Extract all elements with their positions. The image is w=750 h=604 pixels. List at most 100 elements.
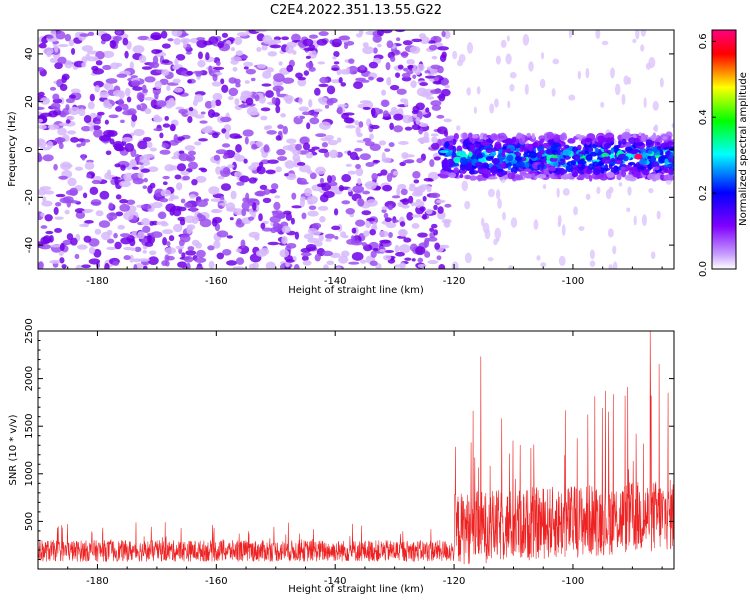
heatmap-cell	[398, 141, 409, 145]
heatmap-cell	[260, 115, 268, 121]
heatmap-cell	[134, 246, 142, 253]
heatmap-cell	[452, 162, 460, 167]
heatmap-cell	[656, 145, 662, 150]
heatmap-cell	[326, 98, 334, 106]
heatmap-cell	[489, 103, 495, 114]
heatmap-cell	[585, 193, 591, 200]
heatmap-cell	[276, 87, 281, 96]
heatmap-cell	[346, 239, 355, 245]
heatmap-cell	[462, 139, 469, 148]
heatmap-cell	[583, 167, 588, 174]
heatmap-cell	[114, 241, 122, 250]
heatmap-cell	[269, 44, 282, 49]
heatmap-cell	[162, 237, 168, 246]
heatmap-cell	[340, 231, 347, 238]
heatmap-cell	[176, 136, 186, 141]
heatmap-cell	[647, 173, 655, 180]
heatmap-cell	[516, 132, 523, 139]
heatmap-cell	[64, 33, 72, 42]
heatmap-cell	[286, 138, 297, 144]
colorbar-ticks: 0.0 0.2 0.4 0.6	[698, 33, 716, 277]
heatmap-cell	[208, 260, 215, 269]
heatmap-cell	[318, 83, 329, 88]
heatmap-cell	[53, 206, 59, 215]
heatmap-cell	[313, 108, 323, 113]
heatmap-cell	[250, 77, 256, 82]
heatmap-cell	[278, 61, 283, 66]
heatmap-cell	[365, 162, 375, 167]
heatmap-cell	[69, 187, 79, 197]
heatmap-cell	[625, 153, 633, 158]
heatmap-cell	[644, 134, 649, 139]
heatmap-cell	[654, 166, 660, 171]
heatmap-cell	[505, 53, 512, 65]
heatmap-cell	[50, 30, 57, 37]
heatmap-cell	[361, 210, 372, 216]
heatmap-cell	[214, 99, 222, 107]
heatmap-cell	[412, 170, 421, 179]
heatmap-cell	[573, 154, 581, 162]
heatmap-cell	[233, 78, 241, 85]
heatmap-cell	[333, 50, 340, 58]
heatmap-cell	[349, 151, 358, 161]
heatmap-cell	[295, 143, 302, 151]
heatmap-cell	[511, 136, 517, 142]
heatmap-cell	[94, 85, 100, 93]
colorbar-tick-label: 0.6	[698, 33, 709, 49]
heatmap-cell	[539, 149, 545, 155]
heatmap-cell	[396, 88, 407, 95]
heatmap-cell	[50, 244, 61, 248]
heatmap-cell	[221, 84, 229, 93]
heatmap-cell	[357, 103, 366, 109]
heatmap-cell	[243, 66, 249, 70]
heatmap-cell	[146, 141, 153, 148]
heatmap-cell	[119, 203, 131, 212]
heatmap-cell	[635, 30, 640, 40]
heatmap-cell	[372, 221, 377, 230]
y-tick-label: 0	[24, 146, 35, 152]
heatmap-cell	[106, 229, 113, 236]
heatmap-cell	[276, 81, 284, 86]
heatmap-cell	[499, 162, 506, 168]
heatmap-cell	[205, 52, 210, 61]
heatmap-cell	[393, 125, 404, 133]
snr-panel: -180 -160 -140 -120 -1005001000150020002500 …	[8, 318, 675, 595]
heatmap-cell	[491, 158, 501, 165]
heatmap-cell	[422, 195, 427, 202]
heatmap-cell	[266, 130, 277, 135]
heatmap-cell	[262, 70, 272, 79]
heatmap-cell	[632, 134, 637, 138]
heatmap-cell	[627, 76, 632, 85]
heatmap-cell	[411, 109, 419, 115]
heatmap-cell	[255, 249, 268, 257]
heatmap-cell	[459, 156, 468, 165]
heatmap-cell	[83, 138, 91, 143]
heatmap-cell	[120, 237, 132, 245]
heatmap-cell	[496, 168, 504, 173]
heatmap-cell	[585, 154, 593, 161]
heatmap-cell	[186, 70, 194, 76]
heatmap-cell	[614, 144, 621, 149]
heatmap-cell	[372, 34, 382, 43]
heatmap-cell	[268, 188, 277, 194]
heatmap-cell	[656, 210, 661, 220]
heatmap-cell	[81, 210, 92, 214]
heatmap-cell	[201, 126, 213, 134]
heatmap-cell	[461, 170, 466, 175]
y-tick-label: 20	[24, 95, 35, 108]
heatmap-cell	[318, 148, 329, 154]
heatmap-cell	[236, 32, 249, 37]
heatmap-cell	[134, 153, 140, 163]
heatmap-cell	[270, 39, 282, 44]
heatmap-cell	[495, 189, 501, 200]
heatmap-cell	[427, 236, 438, 242]
heatmap-cell	[311, 222, 322, 229]
heatmap-cell	[304, 187, 312, 197]
heatmap-cell	[47, 124, 60, 130]
heatmap-cell	[267, 51, 277, 57]
heatmap-cell	[244, 80, 250, 84]
heatmap-cell	[610, 136, 615, 142]
heatmap-cell	[182, 175, 190, 181]
heatmap-cell	[317, 205, 329, 211]
heatmap-cell	[117, 98, 124, 108]
